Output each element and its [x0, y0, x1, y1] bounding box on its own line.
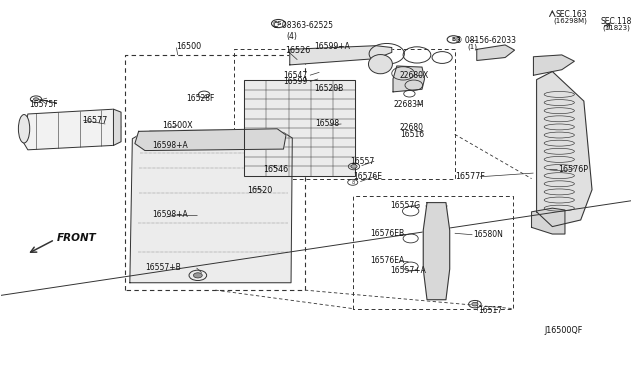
Text: FRONT: FRONT — [57, 233, 97, 243]
Text: 16580N: 16580N — [474, 230, 504, 239]
Text: 16516: 16516 — [400, 130, 424, 139]
Text: B: B — [451, 37, 456, 42]
Polygon shape — [244, 80, 355, 176]
Text: 16526: 16526 — [285, 46, 310, 55]
Text: 16576P: 16576P — [559, 165, 589, 174]
Text: 16577: 16577 — [82, 116, 108, 125]
Text: 16546: 16546 — [262, 165, 288, 174]
Text: 16557: 16557 — [350, 157, 374, 166]
Text: 16576EA: 16576EA — [370, 256, 404, 265]
Text: 16599+A: 16599+A — [314, 42, 350, 51]
Text: 16598: 16598 — [315, 119, 339, 128]
Text: 16557+A: 16557+A — [390, 266, 426, 275]
Text: 16557+B: 16557+B — [145, 263, 180, 272]
Text: © 08363-62525: © 08363-62525 — [272, 21, 333, 30]
Circle shape — [472, 302, 478, 306]
Text: 22683M: 22683M — [393, 100, 424, 109]
Polygon shape — [534, 55, 574, 75]
Text: 22680: 22680 — [400, 123, 424, 132]
Text: (1): (1) — [467, 43, 477, 50]
Text: 16520: 16520 — [247, 186, 272, 195]
Circle shape — [193, 273, 202, 278]
Text: 16500: 16500 — [177, 42, 202, 51]
Text: S: S — [276, 21, 281, 26]
Polygon shape — [423, 203, 450, 300]
Text: 16599: 16599 — [283, 77, 307, 86]
Text: 16598+A: 16598+A — [152, 210, 188, 219]
Text: 22680X: 22680X — [400, 71, 429, 80]
Text: SEC.118: SEC.118 — [601, 17, 632, 26]
Text: SEC.163: SEC.163 — [556, 10, 587, 19]
Text: (11823): (11823) — [602, 25, 630, 31]
Text: 16577F: 16577F — [455, 172, 484, 181]
Text: 16575F: 16575F — [29, 100, 58, 109]
Text: 16500X: 16500X — [163, 121, 193, 129]
Text: 16520B: 16520B — [314, 84, 344, 93]
Circle shape — [351, 164, 357, 168]
Text: 16547: 16547 — [283, 71, 307, 80]
Polygon shape — [24, 109, 121, 150]
Polygon shape — [536, 71, 592, 227]
Text: 16557G: 16557G — [390, 201, 420, 210]
Text: ® 08156-62033: ® 08156-62033 — [455, 36, 516, 45]
Text: 16576EB: 16576EB — [370, 230, 404, 238]
Text: 16528F: 16528F — [186, 94, 215, 103]
Circle shape — [33, 98, 38, 101]
Polygon shape — [477, 45, 515, 61]
Polygon shape — [135, 129, 286, 151]
Ellipse shape — [19, 115, 29, 143]
Text: 8: 8 — [351, 180, 355, 185]
Bar — [244, 80, 355, 176]
Polygon shape — [393, 66, 424, 92]
Polygon shape — [290, 46, 392, 65]
Text: (4): (4) — [286, 32, 297, 41]
Text: 16598+A: 16598+A — [152, 141, 188, 150]
Text: (16298M): (16298M) — [553, 17, 587, 24]
Polygon shape — [130, 131, 292, 283]
Ellipse shape — [369, 55, 392, 74]
Text: J16500QF: J16500QF — [544, 326, 582, 335]
Polygon shape — [532, 208, 565, 234]
Text: 16517: 16517 — [478, 306, 502, 315]
Polygon shape — [113, 109, 121, 145]
Text: 16576E: 16576E — [353, 171, 381, 180]
